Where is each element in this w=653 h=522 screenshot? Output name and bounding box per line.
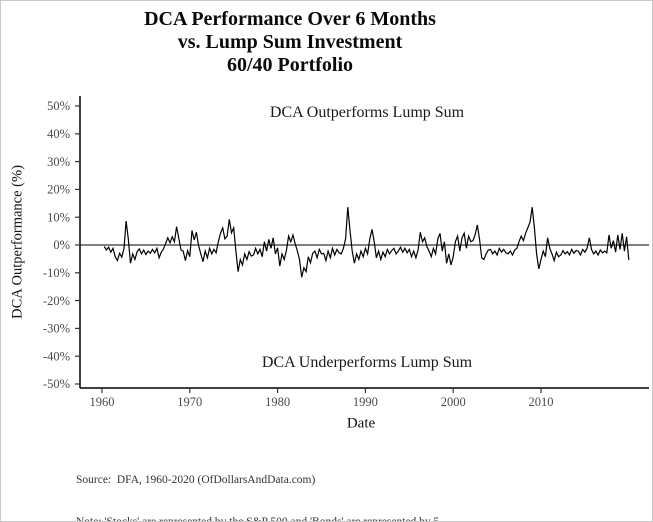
chart-plot-area: 50% 40% 30% 20% 10% 0% -10% -20% -30% -40% -50% 196…: [43, 96, 649, 409]
chart-title-line-2: vs. Lump Sum Investment: [177, 31, 403, 53]
y-tick-label: -20%: [43, 294, 70, 308]
annotation-dca-outperforms: DCA Outperforms Lump Sum: [269, 104, 465, 121]
y-tick-label: 30%: [47, 155, 70, 169]
y-axis-title: DCA Outperformance (%): [9, 165, 26, 319]
y-tick-label: 0%: [53, 238, 70, 252]
y-tick-label: -40%: [43, 349, 70, 363]
x-tick-label: 2000: [441, 395, 466, 409]
source-note: Source: DFA, 1960-2020 (OfDollarsAndData…: [76, 447, 616, 522]
chart-title: DCA Performance Over 6 Months vs. Lump S…: [1, 8, 579, 77]
source-note-line: Source: DFA, 1960-2020 (OfDollarsAndData…: [76, 474, 316, 487]
x-tick-label: 1990: [353, 395, 378, 409]
x-tick-label: 2010: [529, 395, 554, 409]
y-tick-label: 50%: [47, 99, 70, 113]
y-tick-label: 40%: [47, 127, 70, 141]
y-tick-label: -30%: [43, 322, 70, 336]
data-line: [103, 207, 630, 278]
chart-title-line-1: DCA Performance Over 6 Months: [144, 8, 436, 30]
y-tick-label: 10%: [47, 210, 70, 224]
source-note-line: Note: 'Stocks' are represented by the S&…: [76, 515, 444, 522]
chart-title-line-3: 60/40 Portfolio: [226, 54, 354, 76]
x-axis-title: Date: [346, 415, 376, 432]
x-tick-label: 1970: [177, 395, 202, 409]
y-tick-label: -10%: [43, 266, 70, 280]
y-tick-label: 20%: [47, 183, 70, 197]
x-tick-label: 1980: [265, 395, 290, 409]
annotation-dca-underperforms: DCA Underperforms Lump Sum: [261, 354, 473, 371]
x-tick-label: 1960: [90, 395, 115, 409]
y-tick-label: -50%: [43, 377, 70, 391]
